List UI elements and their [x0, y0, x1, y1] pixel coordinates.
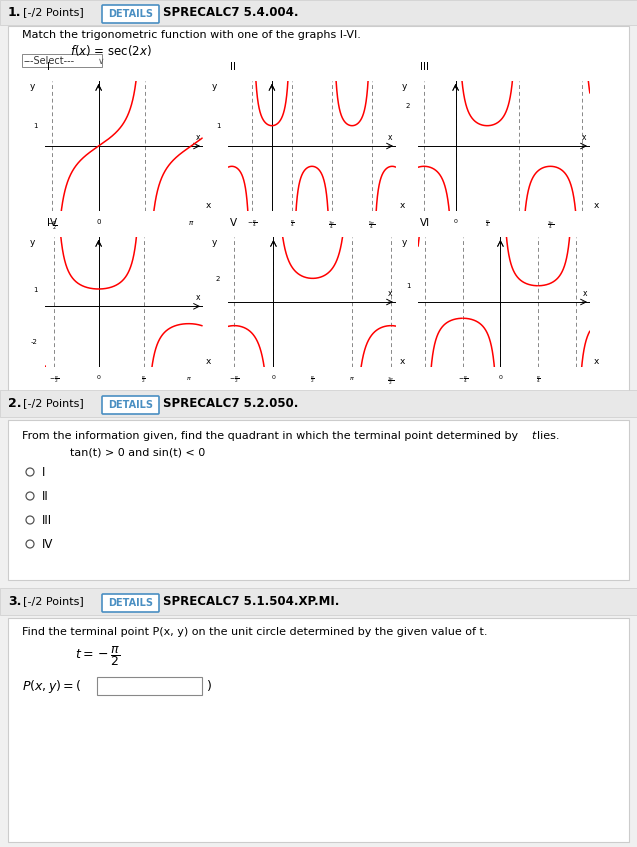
Text: x: x [206, 357, 211, 366]
Text: x: x [594, 357, 599, 366]
Text: DETAILS: DETAILS [108, 598, 153, 608]
Text: DETAILS: DETAILS [108, 9, 153, 19]
Text: SPRECALC7 5.2.050.: SPRECALC7 5.2.050. [163, 397, 298, 410]
Text: x: x [594, 201, 599, 210]
Text: x: x [196, 133, 200, 142]
Text: x: x [399, 201, 404, 210]
Text: From the information given, find the quadrant in which the terminal point determ: From the information given, find the qua… [22, 431, 518, 441]
Text: x: x [196, 293, 200, 302]
Text: ---Select---: ---Select--- [24, 56, 75, 66]
Text: $P(x, y) = ($: $P(x, y) = ($ [22, 678, 82, 695]
Text: x: x [388, 289, 392, 298]
Text: SPRECALC7 5.4.004.: SPRECALC7 5.4.004. [163, 6, 299, 19]
Text: x: x [206, 201, 211, 210]
Text: ): ) [207, 679, 212, 693]
Bar [0, 588, 637, 615]
Bar [8, 420, 629, 580]
Text: DETAILS: DETAILS [108, 400, 153, 410]
Text: IV: IV [42, 538, 54, 551]
FancyBboxPatch shape [102, 396, 159, 414]
Text: y: y [30, 238, 35, 247]
Bar [0, 0, 637, 25]
Text: y: y [212, 82, 217, 91]
Text: I: I [42, 466, 45, 479]
Text: 1.: 1. [8, 6, 22, 19]
Text: [-/2 Points]: [-/2 Points] [23, 398, 83, 408]
Text: III: III [42, 513, 52, 527]
Text: y: y [30, 82, 35, 91]
Text: 2.: 2. [8, 397, 22, 410]
Text: [-/2 Points]: [-/2 Points] [23, 596, 83, 606]
FancyBboxPatch shape [102, 5, 159, 23]
Text: x: x [399, 357, 404, 366]
Text: I: I [47, 62, 50, 72]
Text: Find the terminal point P(x, y) on the unit circle determined by the given value: Find the terminal point P(x, y) on the u… [22, 627, 487, 637]
Text: SPRECALC7 5.1.504.XP.MI.: SPRECALC7 5.1.504.XP.MI. [163, 595, 340, 608]
Bar [0, 390, 637, 417]
Text: x: x [582, 133, 586, 142]
Text: x: x [583, 289, 587, 298]
Bar [8, 618, 629, 842]
Text: y: y [212, 238, 217, 247]
Text: IV: IV [47, 218, 57, 228]
Text: II: II [230, 62, 236, 72]
Text: VI: VI [420, 218, 430, 228]
Text: V: V [230, 218, 237, 228]
Text: ∨: ∨ [98, 57, 104, 65]
Text: y: y [401, 82, 407, 91]
FancyBboxPatch shape [102, 594, 159, 612]
Bar [0, 391, 637, 393]
Text: x: x [388, 133, 392, 142]
Bar [8, 26, 629, 409]
Text: tan(t) > 0 and sin(t) < 0: tan(t) > 0 and sin(t) < 0 [70, 447, 205, 457]
Bar [22, 54, 102, 67]
Text: y: y [401, 238, 407, 247]
Text: lies.: lies. [537, 431, 559, 441]
Text: II: II [42, 490, 49, 502]
Bar [97, 677, 202, 695]
Text: III: III [420, 62, 429, 72]
Text: 3.: 3. [8, 595, 22, 608]
Text: Match the trigonometric function with one of the graphs I-VI.: Match the trigonometric function with on… [22, 30, 361, 40]
Text: t: t [531, 431, 535, 441]
Text: $t = -\dfrac{\pi}{2}$: $t = -\dfrac{\pi}{2}$ [75, 644, 120, 668]
Text: [-/2 Points]: [-/2 Points] [23, 8, 83, 18]
Text: $f(x)$ = sec(2$x$): $f(x)$ = sec(2$x$) [70, 42, 152, 58]
